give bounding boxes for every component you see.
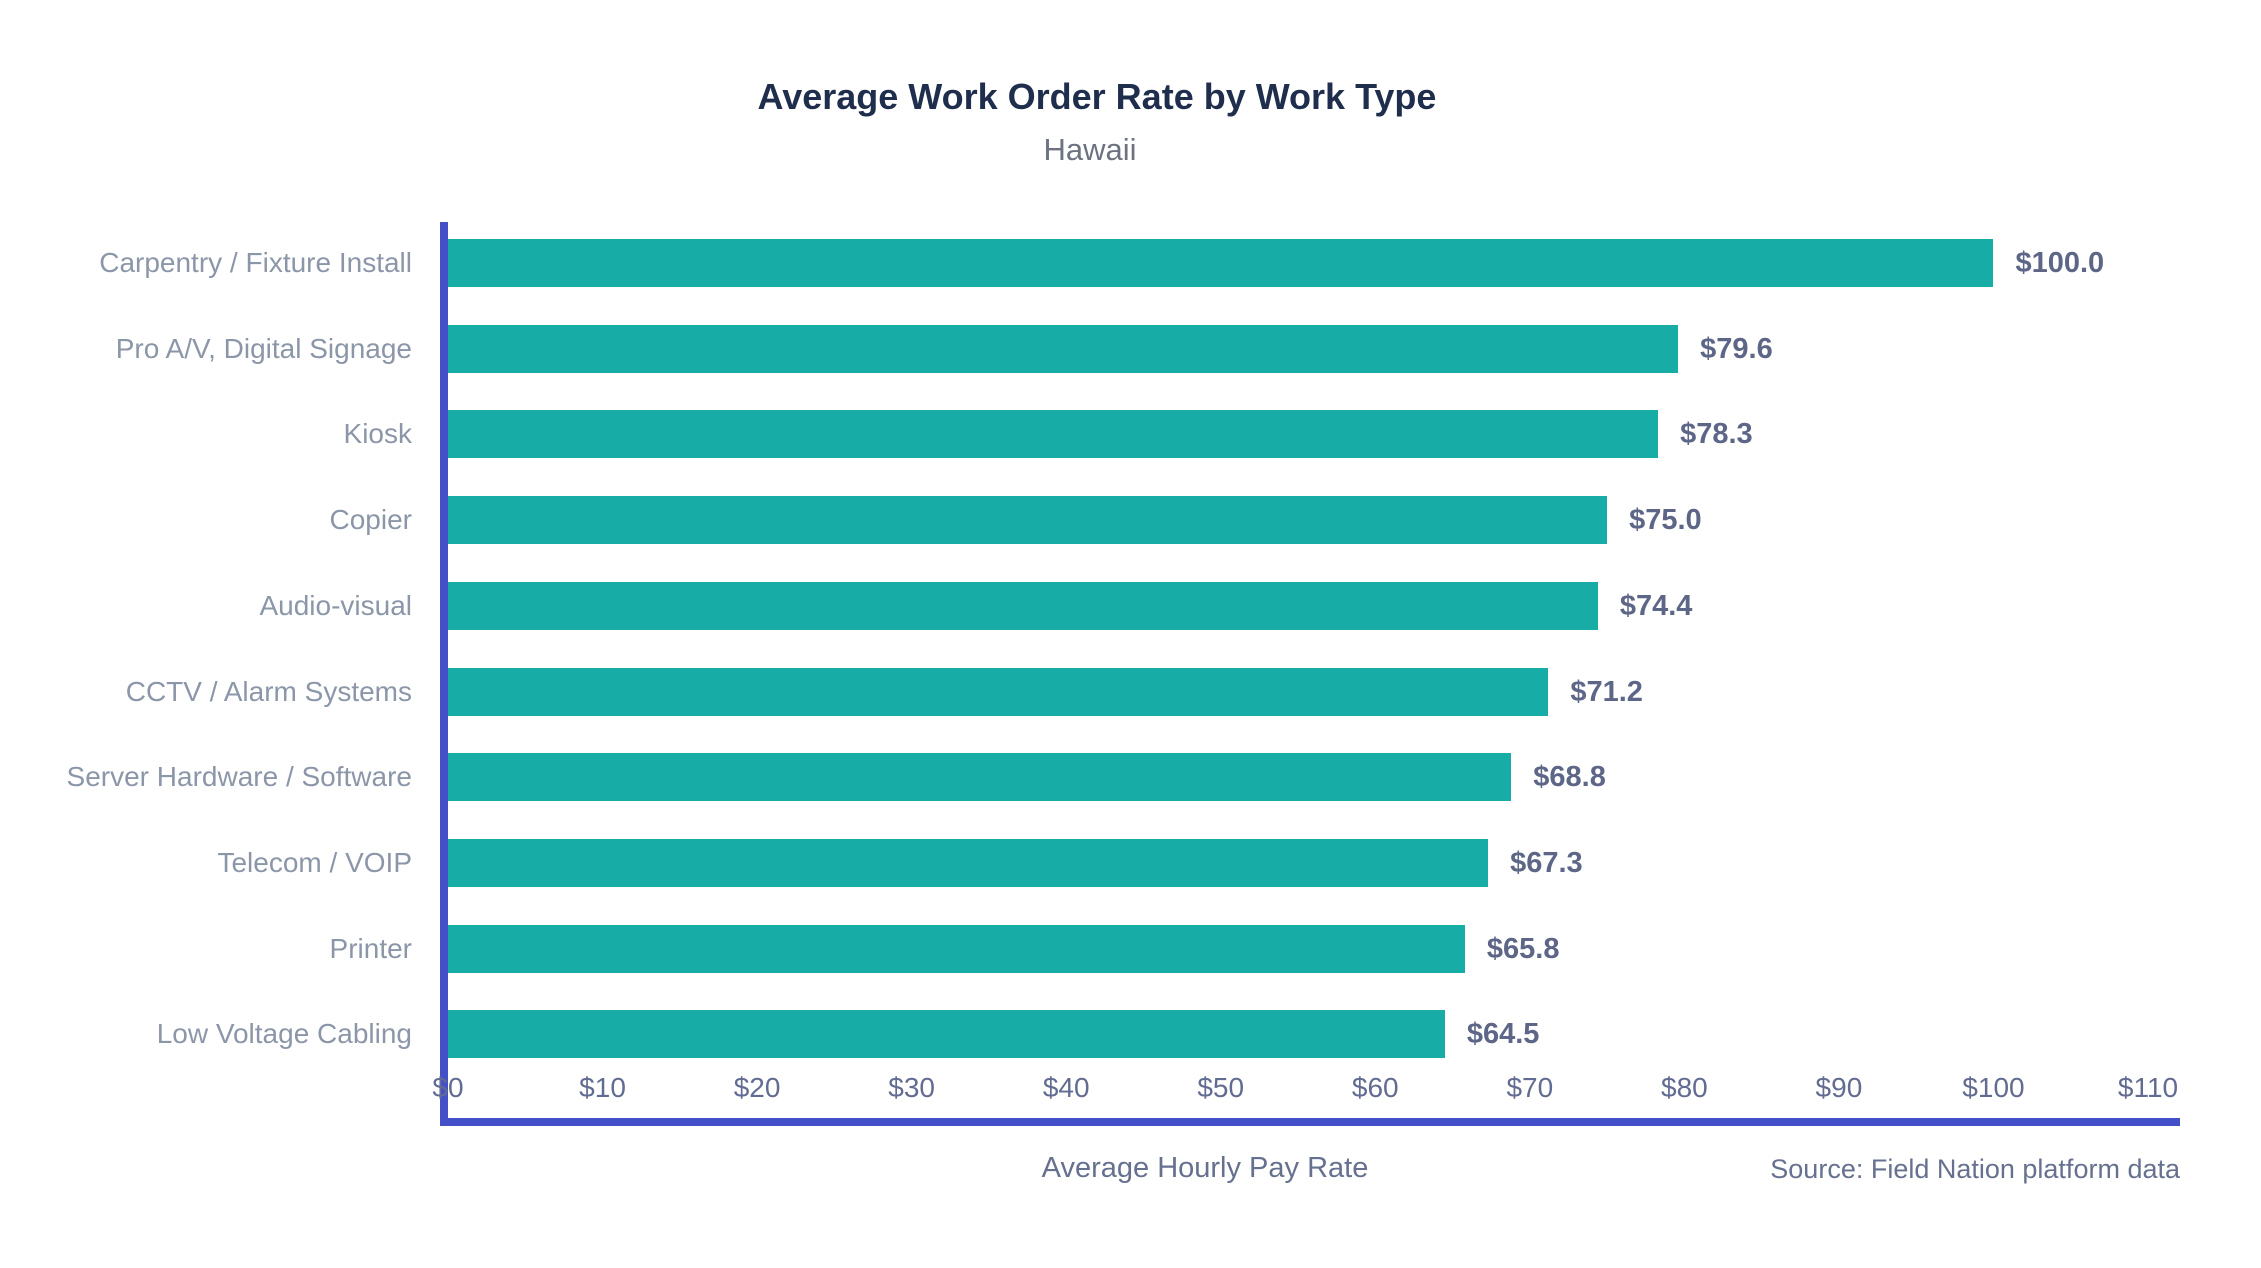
y-axis-line [440,222,448,1126]
value-label: $74.4 [1619,589,1693,622]
x-axis-line [440,1118,2180,1126]
value-label: $65.8 [1486,932,1560,965]
bar [448,496,1608,545]
value-label: $100.0 [2015,247,2105,279]
value-label: $71.2 [1570,675,1643,708]
category-label: Kiosk [343,418,412,450]
x-tick-label: $50 [1197,1072,1245,1103]
value-label: $78.3 [1680,418,1753,451]
x-tick-label: $60 [1351,1072,1399,1103]
x-tick-label: $40 [1042,1072,1090,1103]
category-label: Server Hardware / Software [66,761,412,793]
x-tick-label: $90 [1815,1072,1863,1103]
x-tick-label: $20 [733,1072,781,1103]
bar [448,1010,1445,1059]
bar [448,581,1598,630]
category-label: Printer [329,932,412,964]
category-label: Low Voltage Cabling [156,1018,412,1050]
source-note: Source: Field Nation platform data [1770,1154,2180,1184]
x-tick-label: $30 [888,1072,935,1103]
category-label: Carpentry / Fixture Install [99,247,412,278]
category-label: CCTV / Alarm Systems [125,675,412,707]
value-label: $67.3 [1510,846,1583,879]
bar [448,753,1512,802]
bar [448,324,1679,373]
category-label: Pro A/V, Digital Signage [115,332,412,364]
bar [448,410,1659,459]
chart-title: Average Work Order Rate by Work Type [757,76,1437,117]
bar [448,667,1549,716]
x-tick-label: $0 [432,1072,464,1103]
category-label: Telecom / VOIP [217,846,412,878]
category-label: Copier [329,504,412,536]
x-axis-label: Average Hourly Pay Rate [1041,1152,1369,1184]
value-label: $79.6 [1700,332,1773,365]
value-label: $64.5 [1466,1018,1540,1051]
bar [448,924,1465,973]
value-label: $68.8 [1533,761,1606,794]
x-tick-label: $100 [1962,1072,2025,1103]
bar [448,838,1489,887]
value-label: $75.0 [1629,504,1702,537]
category-label: Audio-visual [259,589,412,621]
x-tick-label: $10 [579,1072,626,1103]
bar [448,239,1994,287]
x-tick-label: $70 [1506,1072,1554,1103]
chart-subtitle: Hawaii [1043,132,1137,167]
x-tick-label: $80 [1661,1072,1708,1103]
x-tick-label: $110 [2117,1072,2179,1103]
